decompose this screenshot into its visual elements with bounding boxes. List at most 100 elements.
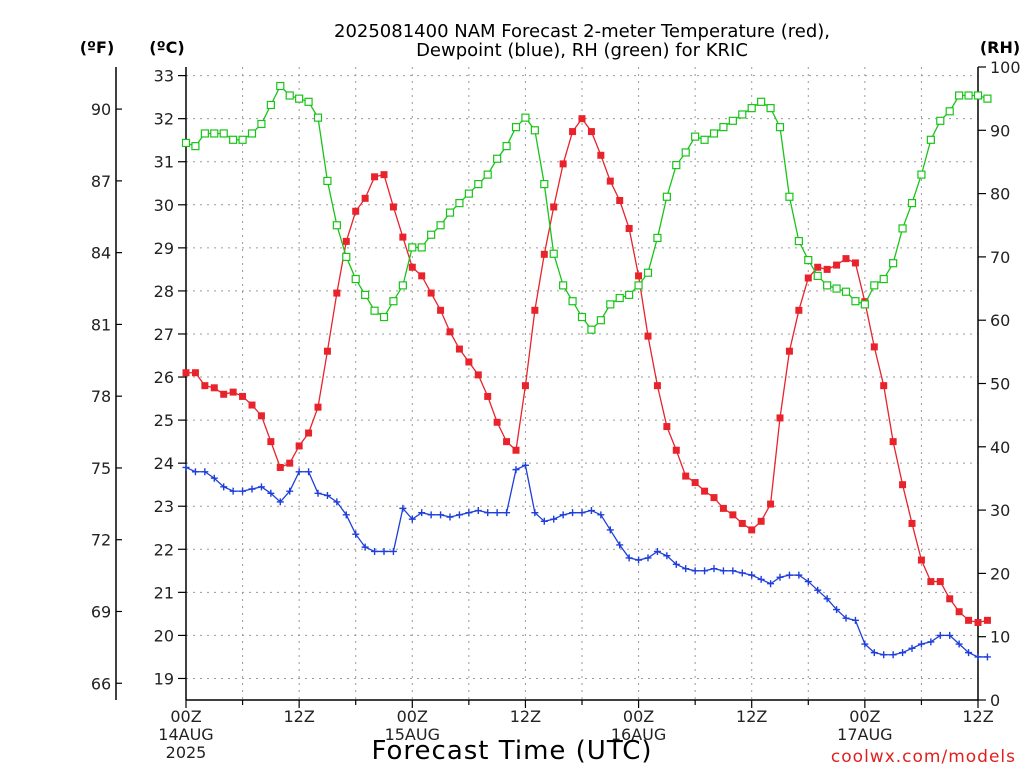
dewpoint-point: [616, 541, 624, 549]
rh-point: [728, 116, 737, 125]
temperature-point: [314, 403, 322, 411]
dewpoint-point: [371, 547, 379, 555]
rh-point: [210, 129, 219, 138]
dewpoint-point: [587, 507, 595, 515]
temperature-point: [936, 578, 944, 586]
temperature-point: [484, 392, 492, 400]
temperature-point: [493, 418, 501, 426]
rh-point: [596, 316, 605, 325]
temperature-point: [710, 494, 718, 502]
rh-point: [983, 94, 992, 103]
x-tick-label: 2025: [166, 743, 207, 762]
dewpoint-point: [833, 606, 841, 614]
rh-tick-label: 50: [990, 375, 1010, 394]
temperature-point: [889, 438, 897, 446]
temperature-point: [616, 196, 624, 204]
fahrenheit-tick-label: 84: [91, 244, 111, 263]
temperature-point: [767, 500, 775, 508]
temperature-point: [239, 392, 247, 400]
celsius-tick-label: 26: [154, 368, 174, 387]
rh-point: [936, 116, 945, 125]
dewpoint-point: [323, 491, 331, 499]
rh-point: [436, 221, 445, 230]
rh-point: [219, 129, 228, 138]
rh-point: [577, 312, 587, 322]
temperature-point: [672, 446, 680, 454]
temperature-point: [512, 446, 520, 454]
dewpoint-point: [757, 575, 765, 583]
rh-tick-label: 70: [990, 248, 1010, 267]
rh-tick-label: 40: [990, 438, 1010, 457]
dewpoint-point: [635, 556, 643, 564]
rh-point: [606, 300, 615, 309]
rh-point: [304, 97, 313, 106]
temperature-point: [248, 401, 256, 409]
dewpoint-point: [672, 560, 680, 568]
celsius-tick-label: 22: [154, 540, 174, 559]
dewpoint-point: [295, 468, 303, 476]
temperature-point: [333, 289, 341, 297]
fahrenheit-tick-label: 75: [91, 459, 111, 478]
dewpoint-point: [361, 543, 369, 551]
temperature-point: [191, 369, 199, 377]
dewpoint-point: [729, 567, 737, 575]
temperature-point: [455, 345, 463, 353]
dewpoint-point: [380, 547, 388, 555]
rh-point: [587, 325, 596, 334]
dewpoint-point: [342, 511, 350, 519]
dewpoint-point: [559, 511, 567, 519]
rh-point: [738, 110, 747, 119]
rh-point: [361, 290, 370, 299]
rh-point: [804, 255, 813, 265]
rh-point: [398, 281, 407, 290]
celsius-tick-label: 30: [154, 196, 174, 215]
rh-point: [898, 224, 907, 233]
dewpoint-point: [286, 487, 294, 495]
chart-title-line1: 2025081400 NAM Forecast 2-meter Temperat…: [334, 21, 830, 42]
dewpoint-point: [814, 586, 822, 594]
rh-point: [917, 170, 926, 179]
temperature-point: [380, 171, 388, 179]
dewpoint-point: [870, 649, 878, 657]
dewpoint-point: [936, 631, 944, 639]
x-tick-label: 12Z: [283, 707, 314, 726]
rh-point: [681, 148, 690, 157]
rh-tick-label: 90: [990, 121, 1010, 140]
rh-point: [266, 100, 275, 110]
grid-lines: [186, 67, 978, 700]
rh-point: [841, 287, 851, 296]
temperature-point: [531, 306, 539, 314]
celsius-axis-unit: (ºC): [149, 38, 184, 57]
temperature-point: [267, 438, 275, 446]
fahrenheit-tick-label: 66: [91, 674, 111, 693]
dewpoint-point: [210, 474, 218, 482]
temperature-point: [635, 272, 643, 280]
dewpoint-point: [427, 511, 435, 519]
temperature-point: [899, 481, 907, 489]
temperature-point: [408, 263, 416, 271]
dewpoint-point: [691, 567, 699, 575]
temperature-point: [625, 224, 633, 232]
rh-series: [181, 81, 992, 334]
rh-point: [823, 281, 832, 290]
rh-point: [643, 268, 653, 277]
dewpoint-point: [437, 511, 445, 519]
celsius-tick-label: 21: [154, 583, 174, 602]
rh-point: [389, 297, 398, 306]
temperature-point: [946, 595, 954, 603]
temperature-point: [276, 463, 284, 471]
temperature-point: [955, 608, 963, 616]
rh-point: [766, 104, 775, 113]
dewpoint-point: [191, 468, 199, 476]
dewpoint-point: [974, 653, 982, 661]
dewpoint-point: [927, 638, 935, 646]
rh-point: [709, 129, 719, 138]
fahrenheit-axis-unit: (ºF): [80, 38, 115, 57]
rh-point: [662, 192, 671, 201]
temperature-point: [361, 194, 369, 202]
temperature-point: [663, 423, 671, 431]
rh-point: [427, 230, 436, 239]
rh-point: [700, 135, 709, 144]
rh-point: [445, 208, 455, 217]
